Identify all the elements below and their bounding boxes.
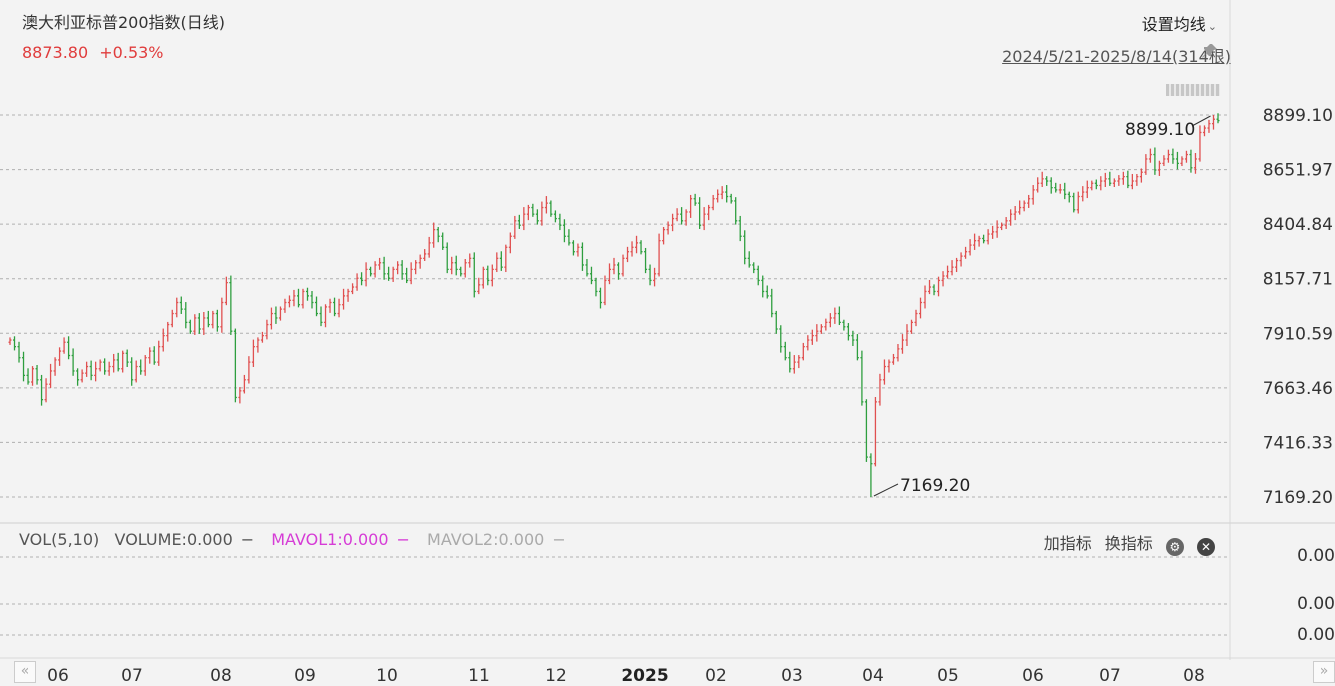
mavol2-value: MAVOL2:0.000 [427, 530, 545, 549]
x-tick-label: 07 [121, 666, 143, 686]
x-tick-label: 08 [210, 666, 232, 686]
date-range-link[interactable]: 2024/5/21-2025/8/14(314根) [1002, 47, 1231, 66]
mavol2-dash: − [552, 530, 566, 549]
volume-axis-label: 0.00 [1297, 546, 1335, 566]
close-icon[interactable]: ✕ [1197, 538, 1215, 556]
pin-icon[interactable] [1201, 42, 1219, 64]
x-tick-label: 02 [705, 666, 727, 686]
chevron-down-icon: ⌄ [1207, 20, 1217, 33]
low-annotation-arrow [873, 483, 899, 497]
x-tick-label: 11 [468, 666, 490, 686]
volume-value: VOLUME:0.000 [114, 530, 233, 549]
high-annotation-label: 8899.10 [1125, 120, 1195, 140]
x-tick-label: 08 [1183, 666, 1205, 686]
scroll-grip-handle[interactable] [1166, 84, 1220, 96]
ma-setting-label: 设置均线 [1141, 15, 1206, 34]
y-tick-label: 7416.33 [1263, 433, 1333, 453]
y-tick-label: 7169.20 [1263, 488, 1333, 508]
y-tick-label: 7663.46 [1263, 379, 1333, 399]
y-tick-label: 8157.71 [1263, 270, 1333, 290]
x-tick-label: 10 [376, 666, 398, 686]
add-indicator-button[interactable]: 加指标 [1043, 534, 1092, 553]
mavol1-dash: − [396, 530, 410, 549]
x-tick-label: 06 [47, 666, 69, 686]
price-quote: 8873.80 +0.53% [22, 43, 170, 62]
x-tick-label: 09 [294, 666, 316, 686]
mavol1-value: MAVOL1:0.000 [271, 530, 389, 549]
x-tick-label: 05 [937, 666, 959, 686]
indicator-tools: 加指标 换指标 ⚙ ✕ [1036, 530, 1215, 556]
y-tick-label: 7910.59 [1263, 324, 1333, 344]
high-annotation-arrow [1191, 115, 1211, 127]
x-tick-label: 2025 [621, 666, 669, 686]
page-title: 澳大利亚标普200指数(日线) [22, 13, 226, 32]
x-tick-label: 06 [1022, 666, 1044, 686]
switch-indicator-button[interactable]: 换指标 [1104, 534, 1153, 553]
y-tick-label: 8651.97 [1263, 161, 1333, 181]
ma-setting-button[interactable]: 设置均线 ⌄ [1142, 11, 1217, 35]
scroll-left-button[interactable]: « [14, 661, 36, 683]
x-tick-label: 03 [781, 666, 803, 686]
volume-legend: VOL(5,10) VOLUME:0.000− MAVOL1:0.000− MA… [19, 530, 578, 549]
x-tick-label: 07 [1099, 666, 1121, 686]
x-tick-label: 04 [862, 666, 884, 686]
scroll-right-button[interactable]: » [1313, 661, 1335, 683]
volume-axis-label: 0.00 [1297, 625, 1335, 645]
volume-axis-label: 0.00 [1297, 594, 1335, 614]
y-tick-label: 8404.84 [1263, 215, 1333, 235]
price-change: +0.53% [99, 43, 164, 62]
y-tick-label: 8899.10 [1263, 106, 1333, 126]
low-annotation-label: 7169.20 [900, 476, 970, 496]
gear-icon[interactable]: ⚙ [1165, 538, 1184, 556]
last-price: 8873.80 [22, 43, 89, 62]
x-tick-label: 12 [545, 666, 567, 686]
vol-label: VOL(5,10) [19, 530, 100, 549]
volume-dash: − [240, 530, 255, 549]
